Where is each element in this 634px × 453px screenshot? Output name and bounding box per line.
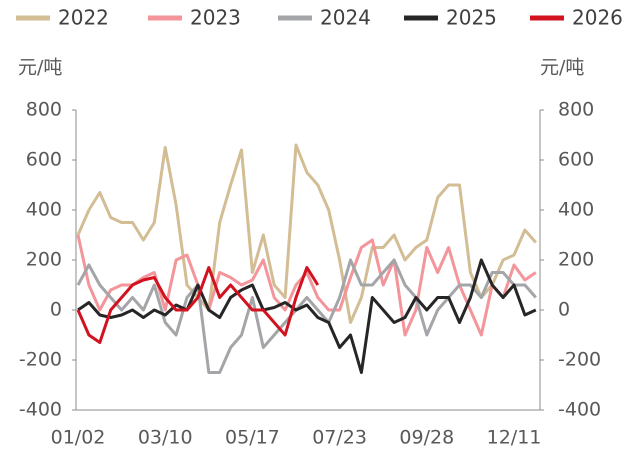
x-tick-label: 07/23 <box>312 427 367 449</box>
y-axis-unit: 元/吨 <box>18 57 62 79</box>
legend-label: 2024 <box>320 6 371 30</box>
y-tick-label: 0 <box>50 299 62 321</box>
y-tick-label: 600 <box>26 149 62 171</box>
y2-axis-unit: 元/吨 <box>540 57 584 79</box>
y2-tick-label: -200 <box>558 349 601 371</box>
y2-tick-label: 400 <box>558 199 594 221</box>
y2-tick-label: 0 <box>558 299 570 321</box>
series-line <box>76 258 537 374</box>
series-line <box>76 266 320 344</box>
x-tick-label: 09/28 <box>399 427 454 449</box>
x-tick-label: 01/02 <box>51 427 106 449</box>
y2-tick-label: 200 <box>558 249 594 271</box>
y-tick-label: -400 <box>19 399 62 421</box>
y-tick-label: 400 <box>26 199 62 221</box>
y-tick-label: 800 <box>26 99 62 121</box>
legend-label: 2025 <box>446 6 497 30</box>
series-line <box>77 258 537 374</box>
y2-tick-label: -400 <box>558 399 601 421</box>
x-tick-label: 03/10 <box>138 427 193 449</box>
y-tick-label: 200 <box>26 249 62 271</box>
legend-label: 2022 <box>58 6 109 30</box>
legend-label: 2026 <box>572 6 623 30</box>
x-tick-label: 05/17 <box>225 427 280 449</box>
series-line <box>76 143 537 324</box>
legend-label: 2023 <box>190 6 241 30</box>
y-tick-label: -200 <box>19 349 62 371</box>
y2-tick-label: 600 <box>558 149 594 171</box>
y2-tick-label: 800 <box>558 99 594 121</box>
x-tick-label: 12/11 <box>487 427 542 449</box>
